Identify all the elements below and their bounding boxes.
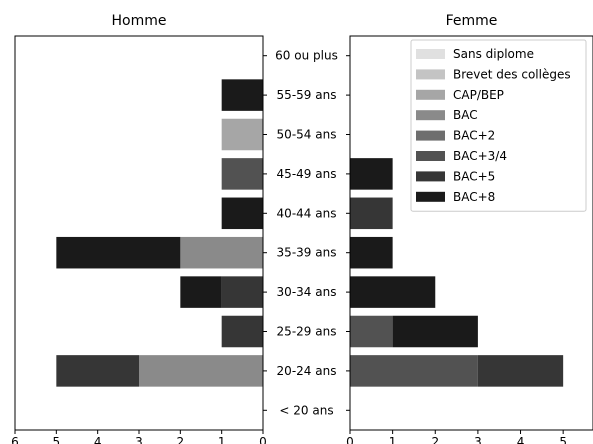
right-bar-20-24-ans-bac-3-4 [350,355,478,387]
homme-x-axis: 6 5 4 3 2 1 0 [11,430,267,444]
femme-x-axis: 0 1 2 3 4 5 [346,430,567,444]
legend-swatch-sans-diplome [416,49,445,59]
age-group-label-35-39-ans: 35-39 ans [277,246,337,260]
age-group-label-50-54-ans: 50-54 ans [277,128,337,142]
left-x-tick-label: 5 [53,435,61,444]
left-x-tick-label: 2 [177,435,185,444]
age-group-labels: < 20 ans 20-24 ans 25-29 ans 30-34 ans 35-39… [263,49,350,417]
age-group-label-60-ou-plus: 60 ou plus [275,49,338,63]
left-x-tick-label: 3 [135,435,143,444]
legend-label-brevet-des-coll-ges: Brevet des collèges [453,67,571,81]
left-bar-30-34-ans-bac-5 [221,276,263,308]
legend-swatch-bac [416,110,445,121]
legend-label-cap-bep: CAP/BEP [453,88,504,102]
left-x-tick-label: 4 [94,435,102,444]
right-bar-45-49-ans-bac-8 [350,158,393,190]
homme-axes-frame [14,35,264,431]
legend-swatch-cap-bep [416,89,445,100]
left-bar-45-49-ans-bac-3-4 [221,158,263,190]
left-bar-30-34-ans-bac-8 [180,276,222,308]
right-x-tick-label: 5 [559,435,567,444]
homme-panel-title: Homme [112,13,167,29]
left-x-tick-label: 0 [259,435,267,444]
age-group-label-20-24-ans: 20-24 ans [277,364,337,378]
left-bar-35-39-ans-bac [180,236,263,269]
right-bar-40-44-ans-bac-5 [350,197,393,230]
right-bar-35-39-ans-bac-8 [350,236,393,269]
age-group-label-55-59-ans: 55-59 ans [277,88,337,102]
legend-swatch-bac-2 [416,130,445,141]
right-x-tick-label: 0 [346,435,354,444]
right-bar-25-29-ans-bac-3-4 [350,315,393,348]
legend-swatch-bac-5 [416,171,445,182]
age-group-label-45-49-ans: 45-49 ans [277,167,337,181]
right-x-tick-label: 4 [517,435,525,444]
legend-swatch-bac-8 [416,191,445,202]
right-x-tick-label: 2 [431,435,439,444]
legend-label-bac: BAC [453,108,478,122]
left-bar-55-59-ans-bac-8 [221,79,263,111]
left-bar-20-24-ans-bac [139,355,263,387]
legend-label-bac-8: BAC+8 [453,190,495,204]
right-x-tick-label: 1 [389,435,397,444]
legend-label-bac-3-4: BAC+3/4 [453,149,507,163]
femme-panel: Femme 0 1 2 3 4 5 [346,13,593,444]
homme-bars [56,79,263,387]
left-x-tick-label: 1 [218,435,226,444]
legend-swatch-brevet-des-coll-ges [416,69,445,80]
legend-label-bac-2: BAC+2 [453,129,495,143]
femme-bars [350,158,564,387]
legend: Sans diplome Brevet des collèges CAP/BEP BA… [410,39,587,212]
femme-axes-frame [349,35,593,431]
femme-panel-title: Femme [446,13,498,29]
left-x-tick-label: 6 [11,435,19,444]
left-bar-35-39-ans-bac-8 [56,236,181,269]
legend-box [410,39,587,212]
age-group-label-30-34-ans: 30-34 ans [277,285,337,299]
age-group-label-40-44-ans: 40-44 ans [277,206,337,220]
legend-swatch-bac-3-4 [416,151,445,161]
right-bar-20-24-ans-bac-5 [477,355,564,387]
age-group-label-20-ans: < 20 ans [279,403,333,417]
left-bar-20-24-ans-bac-5 [56,355,140,387]
left-bar-40-44-ans-bac-8 [221,197,263,230]
left-bar-25-29-ans-bac-5 [221,315,263,348]
homme-panel: Homme 6 5 4 3 2 1 0 [11,13,267,444]
legend-label-sans-diplome: Sans diplome [453,47,534,61]
right-bar-30-34-ans-bac-8 [350,276,436,308]
legend-label-bac-5: BAC+5 [453,169,495,183]
left-bar-50-54-ans-cap-bep [221,118,263,151]
age-group-label-25-29-ans: 25-29 ans [277,325,337,339]
right-x-tick-label: 3 [474,435,482,444]
right-bar-25-29-ans-bac-8 [392,315,478,348]
